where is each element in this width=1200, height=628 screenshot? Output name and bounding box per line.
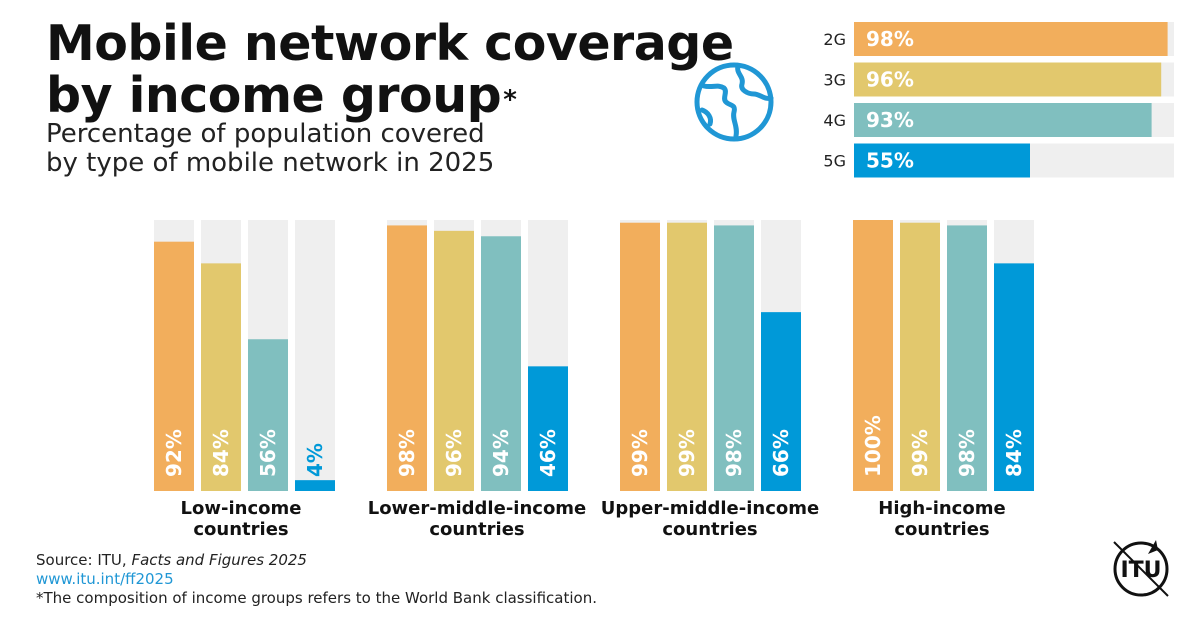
group-bar-3g: [434, 230, 474, 491]
footnote-mark: *: [503, 85, 517, 115]
group-bar-value-label: 66%: [769, 429, 793, 477]
footer: Source: ITU, Facts and Figures 2025 www.…: [36, 551, 597, 608]
chart-subtitle-line-1: Percentage of population covered: [46, 119, 485, 149]
group-bar-value-label: 96%: [442, 429, 466, 477]
chart-title-line-1: Mobile network coverage: [46, 15, 734, 72]
chart-title: Mobile network coverage by income group*: [46, 18, 734, 122]
summary-bar-2g: [854, 22, 1168, 56]
group-bar-2g: [620, 222, 660, 491]
summary-bar-5g: [854, 143, 1030, 178]
summary-category-label: 4G: [823, 111, 846, 130]
chart-subtitle-line-2: by type of mobile network in 2025: [46, 148, 495, 178]
overall-coverage-chart: 2G 98% 3G 96% 4G 93% 5G 55%: [823, 22, 1174, 178]
group-label-line-1: High-income: [878, 498, 1006, 519]
group-bar-5g: [528, 366, 568, 491]
group-bar-track: [295, 220, 335, 491]
summary-category-label: 2G: [823, 30, 846, 49]
summary-value-label: 93%: [866, 108, 914, 132]
group-bar-5g: [295, 480, 335, 491]
group-bar-3g: [667, 222, 707, 491]
summary-value-label: 96%: [866, 68, 914, 92]
group-bar-5g: [994, 263, 1034, 491]
group-bar-value-label: 98%: [395, 429, 419, 477]
chart-title-line-2-text: by income group: [46, 67, 502, 124]
group-label-low-income: Low-income countries: [121, 498, 361, 540]
group-bar-value-label: 84%: [209, 429, 233, 477]
summary-bar-3g: [854, 62, 1162, 97]
group-bar-2g: [387, 225, 427, 492]
group-bar-2g: [154, 241, 194, 491]
income-group-chart: 92% 84% 56% 4% 98% 96% 94% 46% 99% 99% 98% 66% 100% 9…: [154, 220, 1034, 492]
group-bar-value-label: 84%: [1002, 429, 1026, 477]
group-bar-value-label: 99%: [908, 429, 932, 477]
summary-bar-4g: [854, 103, 1152, 137]
group-bar-value-label: 92%: [162, 429, 186, 477]
group-label-line-2: countries: [429, 519, 525, 540]
group-label-upper-middle-income: Upper-middle-income countries: [590, 498, 830, 540]
group-bar-value-label: 99%: [628, 429, 652, 477]
summary-category-label: 3G: [823, 71, 846, 90]
group-bar-value-label: 98%: [955, 429, 979, 477]
group-bar-2g: [853, 220, 893, 491]
group-label-high-income: High-income countries: [822, 498, 1062, 540]
group-bar-value-label: 94%: [489, 429, 513, 477]
group-label-line-2: countries: [193, 519, 289, 540]
itu-logo-text: ITU: [1120, 558, 1161, 583]
footnote: *The composition of income groups refers…: [36, 589, 597, 607]
source-line: Source: ITU, Facts and Figures 2025: [36, 551, 597, 570]
group-bar-value-label: 56%: [256, 429, 280, 477]
group-bar-4g: [947, 225, 987, 492]
group-bar-3g: [201, 263, 241, 491]
source-title: Facts and Figures 2025: [131, 551, 307, 569]
summary-value-label: 98%: [866, 27, 914, 51]
group-bar-value-label: 99%: [675, 429, 699, 477]
chart-subtitle: Percentage of population covered by type…: [46, 120, 494, 178]
group-label-line-1: Upper-middle-income: [600, 498, 820, 519]
itu-logo-icon: ITU: [1108, 536, 1174, 602]
summary-value-label: 55%: [866, 149, 914, 173]
group-bar-value-label: 46%: [536, 429, 560, 477]
group-bar-value-label: 4%: [303, 443, 327, 477]
chart-title-line-2: by income group*: [46, 70, 734, 122]
group-label-line-1: Lower-middle-income: [367, 498, 587, 519]
group-label-line-2: countries: [662, 519, 758, 540]
group-label-line-2: countries: [894, 519, 990, 540]
group-bar-4g: [248, 339, 288, 491]
group-label-line-1: Low-income: [180, 498, 302, 519]
summary-category-label: 5G: [823, 152, 846, 171]
group-bar-5g: [761, 312, 801, 491]
group-bar-4g: [481, 236, 521, 491]
source-prefix: Source: ITU,: [36, 551, 132, 569]
group-bar-4g: [714, 225, 754, 492]
globe-icon: [692, 60, 776, 144]
group-bar-value-label: 98%: [722, 429, 746, 477]
source-link[interactable]: www.itu.int/ff2025: [36, 570, 174, 588]
group-bar-3g: [900, 222, 940, 491]
group-bar-value-label: 100%: [861, 415, 885, 477]
group-label-lower-middle-income: Lower-middle-income countries: [357, 498, 597, 540]
